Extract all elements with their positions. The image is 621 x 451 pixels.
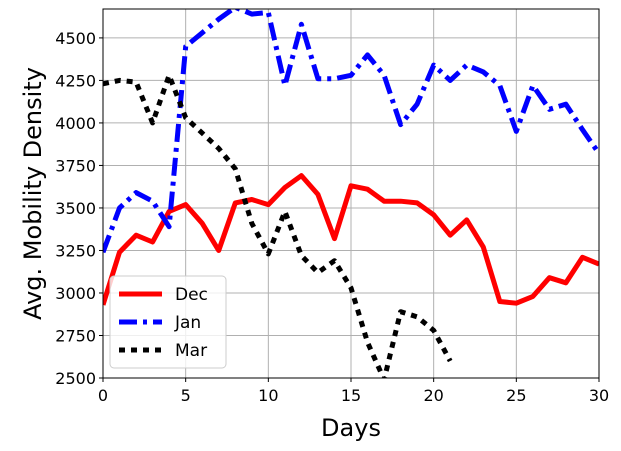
y-tick-label: 3500 <box>55 199 96 218</box>
legend-label-dec: Dec <box>175 285 208 305</box>
x-tick-label: 25 <box>506 386 526 405</box>
x-axis-label: Days <box>321 414 381 442</box>
x-tick-label: 30 <box>589 386 609 405</box>
series-line-mar <box>103 72 453 378</box>
legend-label-jan: Jan <box>174 313 201 333</box>
y-tick-label: 3250 <box>55 241 96 260</box>
y-tick-label: 4250 <box>55 71 96 90</box>
y-tick-label: 2750 <box>55 326 96 345</box>
x-tick-label: 5 <box>181 386 191 405</box>
series-line-dec <box>103 173 599 306</box>
legend: Dec Jan Mar <box>109 275 227 369</box>
axis-ticks: 0 5 10 15 20 25 30 2500 2750 3000 3250 3500 3750 4000… <box>55 29 609 405</box>
y-tick-label: 4000 <box>55 114 96 133</box>
legend-box <box>109 275 227 369</box>
legend-label-mar: Mar <box>175 341 207 361</box>
y-tick-label: 2500 <box>55 369 96 388</box>
y-tick-label: 3000 <box>55 284 96 303</box>
x-tick-label: 10 <box>258 386 278 405</box>
x-tick-label: 15 <box>341 386 361 405</box>
y-axis-label: Avg. Mobility Density <box>19 67 47 320</box>
series-line-jan <box>103 9 599 254</box>
y-tick-label: 3750 <box>55 156 96 175</box>
x-tick-label: 0 <box>98 386 108 405</box>
y-tick-label: 4500 <box>55 29 96 48</box>
x-tick-label: 20 <box>423 386 443 405</box>
series-lines <box>103 9 599 378</box>
